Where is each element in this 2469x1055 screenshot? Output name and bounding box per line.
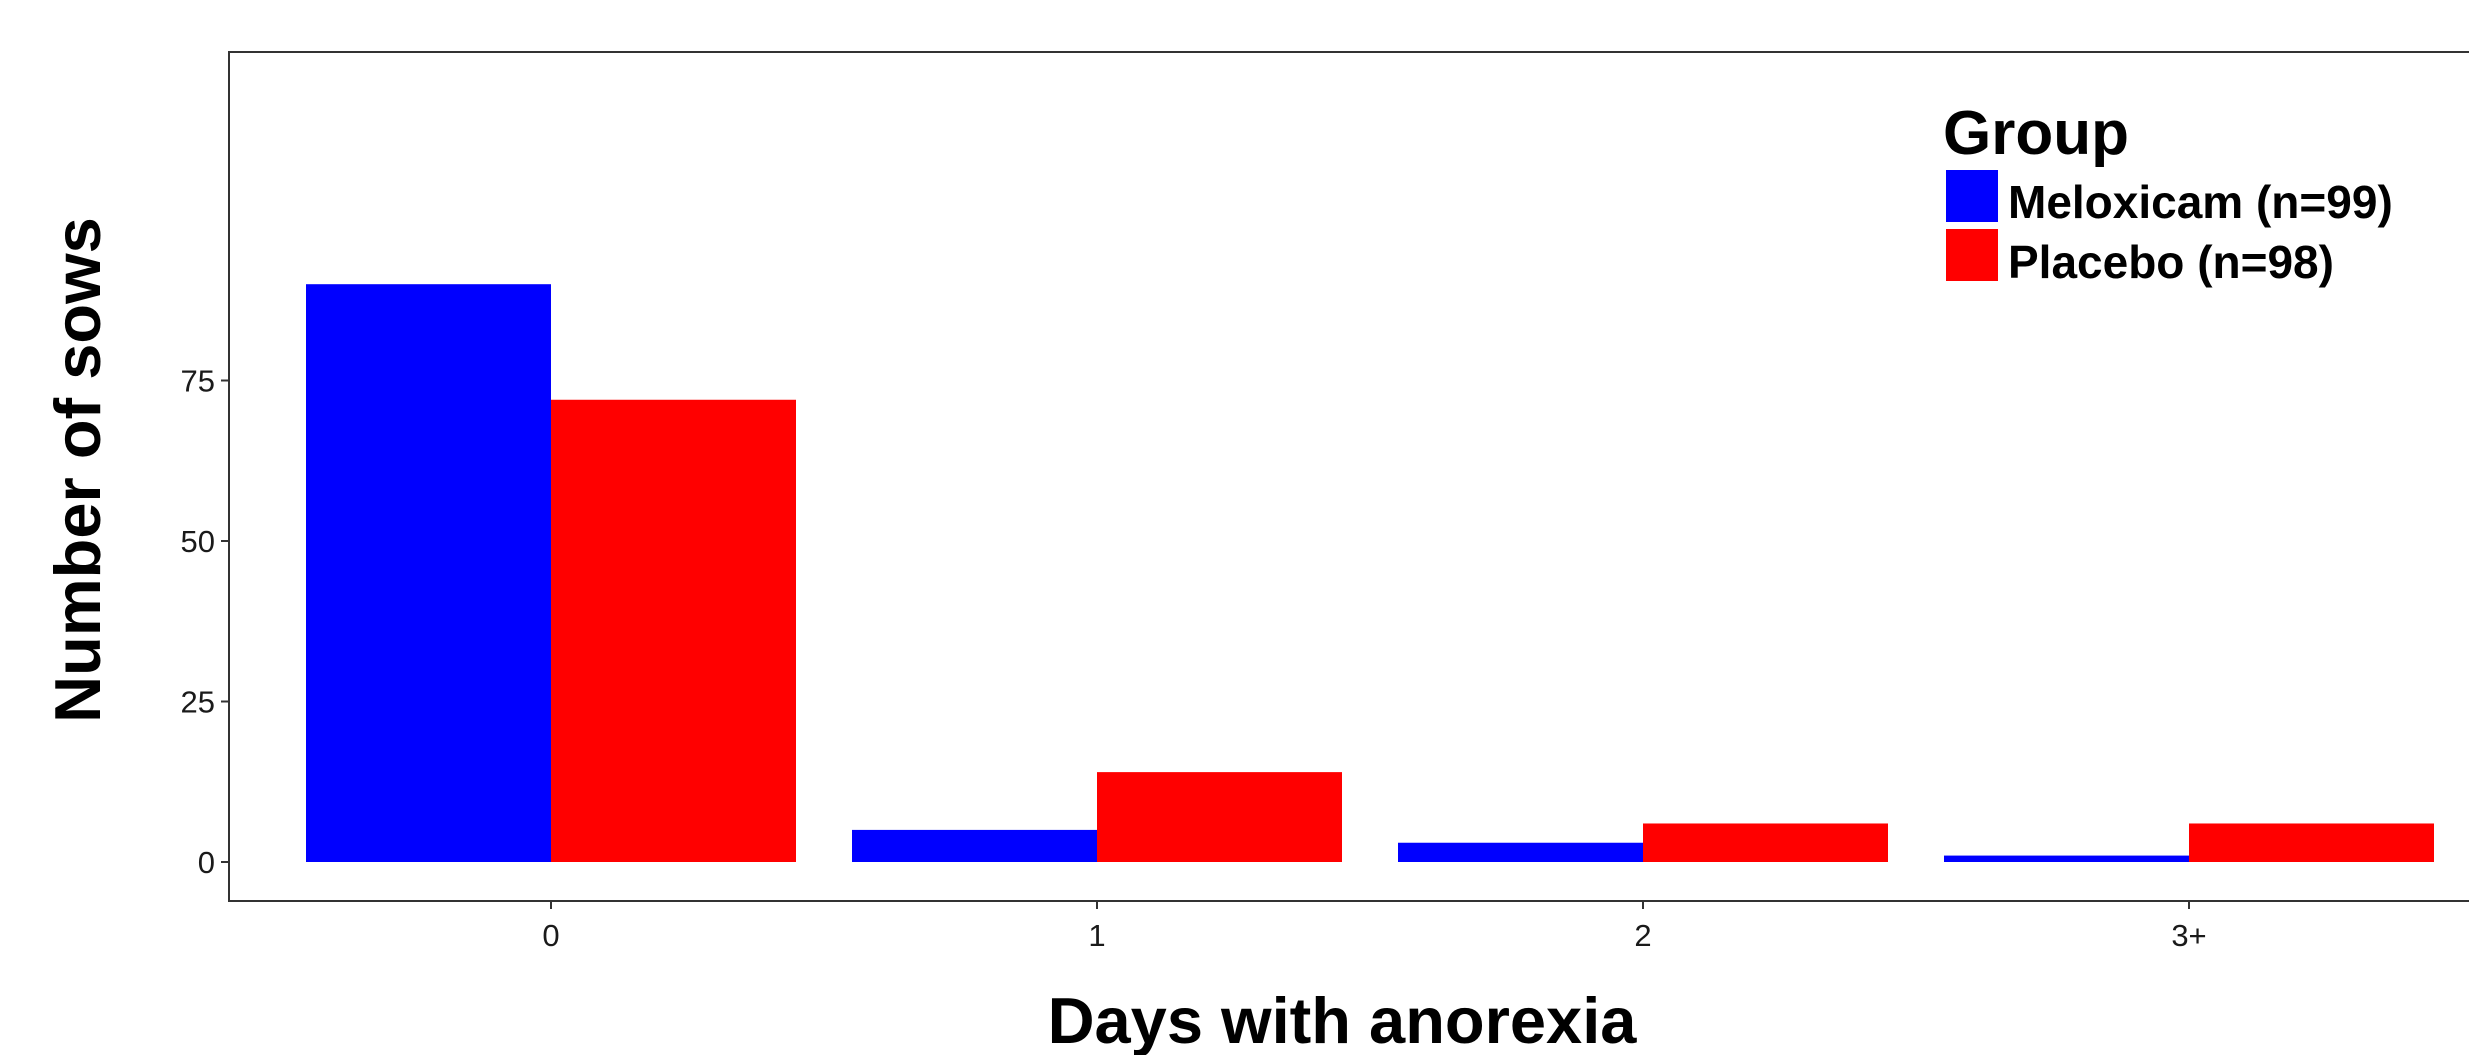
bar-placebo-3+ xyxy=(2189,823,2434,862)
x-tick-label-3+: 3+ xyxy=(2171,918,2206,953)
bars-layer xyxy=(306,284,2434,862)
legend-swatch-meloxicam xyxy=(1946,170,1998,222)
y-tick-label-50: 50 xyxy=(181,524,215,559)
bar-meloxicam-0 xyxy=(306,284,551,862)
y-tick-label-0: 0 xyxy=(198,845,215,880)
bar-placebo-2 xyxy=(1643,823,1888,862)
y-axis: 0 25 50 75 xyxy=(181,364,229,880)
x-tick-label-0: 0 xyxy=(542,918,559,953)
x-tick-label-1: 1 xyxy=(1088,918,1105,953)
bar-meloxicam-3+ xyxy=(1944,855,2189,862)
y-axis-title: Number of sows xyxy=(41,217,114,723)
legend-label-placebo: Placebo (n=98) xyxy=(2008,236,2334,288)
bar-placebo-1 xyxy=(1097,772,1342,862)
bar-meloxicam-2 xyxy=(1398,842,1643,862)
x-tick-label-2: 2 xyxy=(1634,918,1651,953)
legend-title: Group xyxy=(1943,99,2129,168)
x-axis-title: Days with anorexia xyxy=(1048,984,1638,1055)
y-tick-label-75: 75 xyxy=(181,364,215,399)
y-tick-label-25: 25 xyxy=(181,685,215,720)
x-axis: 0 1 2 3+ xyxy=(542,901,2207,953)
legend-swatch-placebo xyxy=(1946,229,1998,281)
bar-placebo-0 xyxy=(551,399,796,862)
legend-label-meloxicam: Meloxicam (n=99) xyxy=(2008,176,2393,228)
panel-border xyxy=(228,51,2469,902)
bar-meloxicam-1 xyxy=(852,829,1097,862)
legend: Group Meloxicam (n=99) Placebo (n=98) xyxy=(1943,99,2393,288)
